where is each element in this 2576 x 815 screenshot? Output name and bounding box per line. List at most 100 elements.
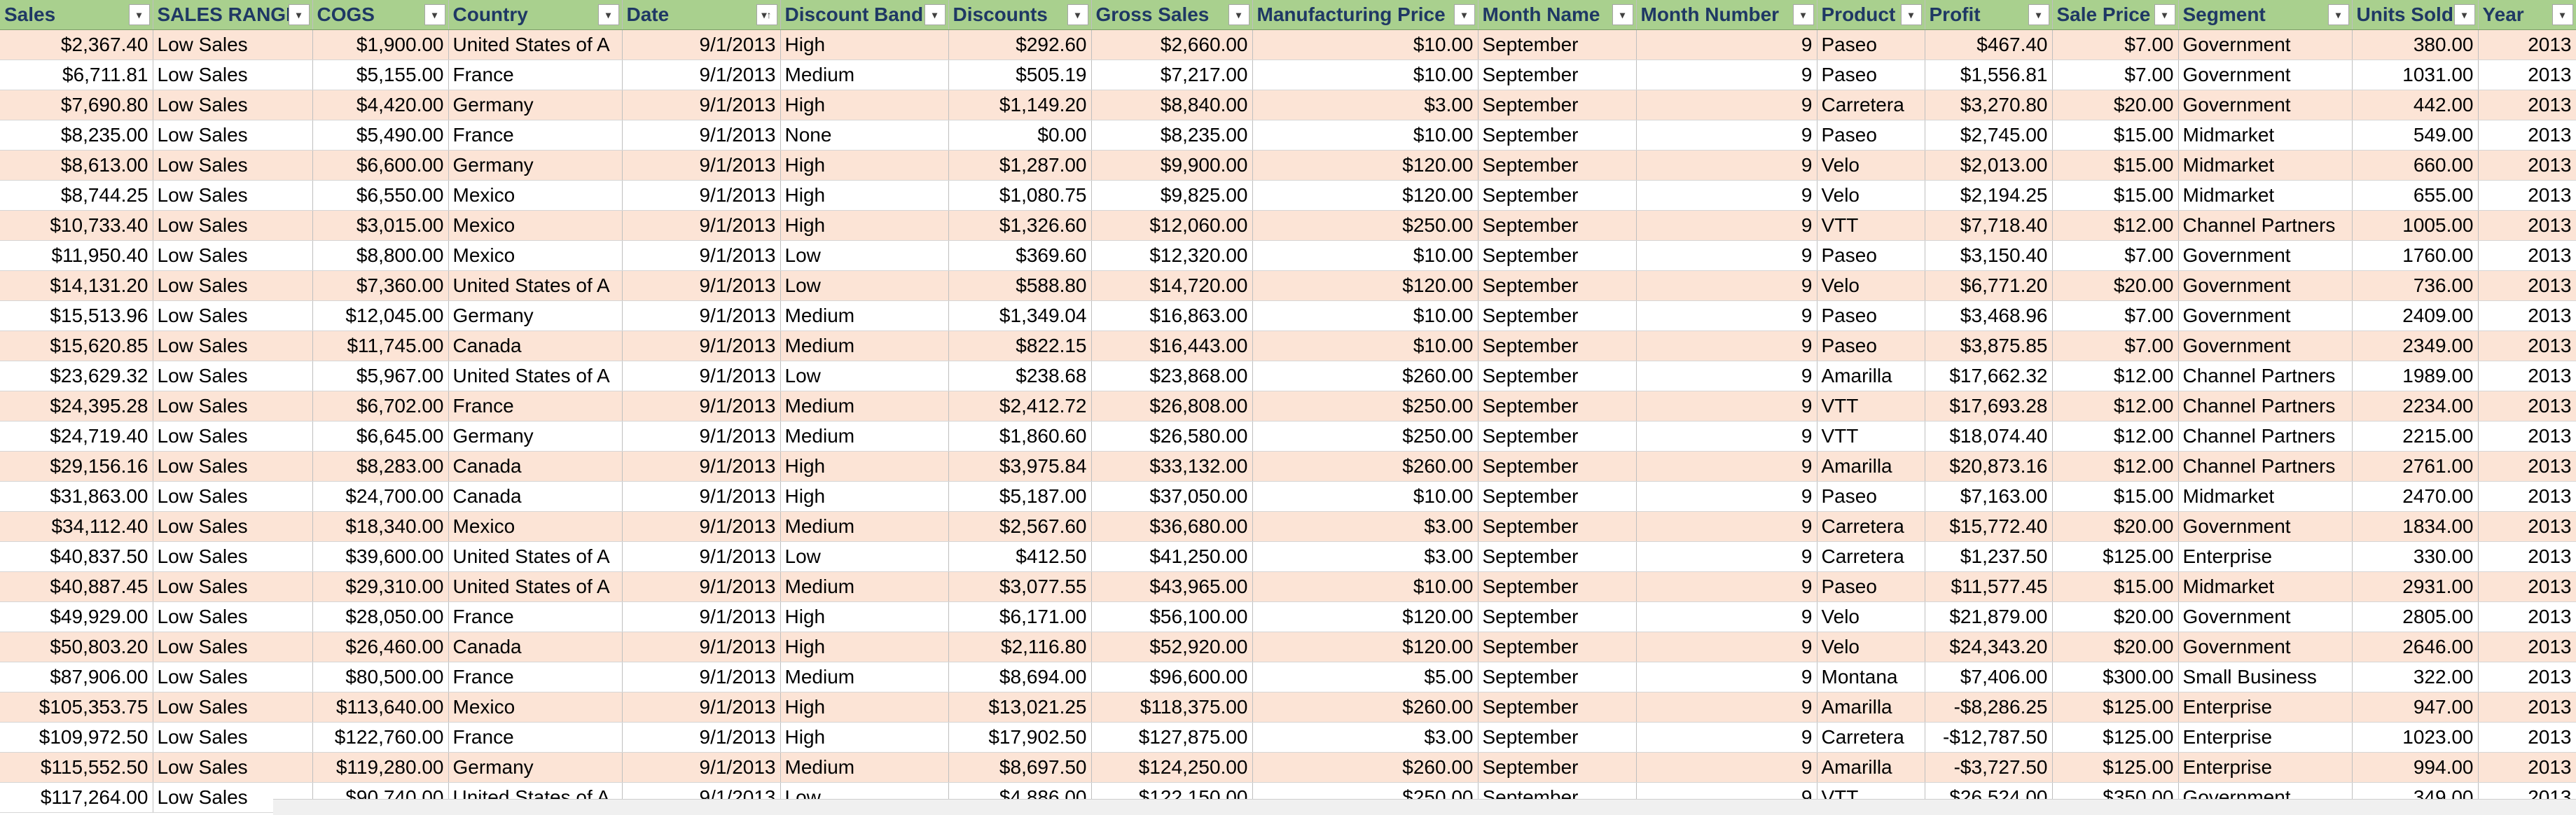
cell-year[interactable]: 2013 xyxy=(2478,330,2576,361)
cell-segment[interactable]: Enterprise xyxy=(2178,541,2353,572)
cell-month-name[interactable]: September xyxy=(1478,752,1637,783)
column-header-sales-range[interactable]: SALES RANGE ▾ xyxy=(153,0,313,30)
cell-discounts[interactable]: $13,021.25 xyxy=(948,692,1092,723)
cell-manufacturing-price[interactable]: $10.00 xyxy=(1252,240,1479,271)
cell-gross-sales[interactable]: $33,132.00 xyxy=(1091,451,1253,482)
cell-month-name[interactable]: September xyxy=(1478,150,1637,181)
cell-country[interactable]: Germany xyxy=(448,752,623,783)
cell-date[interactable]: 9/1/2013 xyxy=(622,451,781,482)
cell-product[interactable]: Amarilla xyxy=(1817,752,1925,783)
cell-units-sold[interactable]: 330.00 xyxy=(2352,541,2479,572)
cell-gross-sales[interactable]: $26,580.00 xyxy=(1091,421,1253,452)
table-row[interactable]: $14,131.20 Low Sales $7,360.00 United State… xyxy=(0,270,2576,301)
cell-units-sold[interactable]: 2761.00 xyxy=(2352,451,2479,482)
cell-units-sold[interactable]: 380.00 xyxy=(2352,29,2479,60)
cell-cogs[interactable]: $8,800.00 xyxy=(312,240,449,271)
cell-sales-range[interactable]: Low Sales xyxy=(153,632,313,662)
cell-profit[interactable]: $2,194.25 xyxy=(1925,180,2053,211)
cell-discounts[interactable]: $2,567.60 xyxy=(948,511,1092,542)
cell-sale-price[interactable]: $12.00 xyxy=(2052,451,2179,482)
cell-manufacturing-price[interactable]: $3.00 xyxy=(1252,90,1479,120)
cell-discount-band[interactable]: High xyxy=(780,451,949,482)
cell-month-number[interactable]: 9 xyxy=(1636,60,1817,90)
cell-manufacturing-price[interactable]: $260.00 xyxy=(1252,752,1479,783)
table-row[interactable]: $40,837.50 Low Sales $39,600.00 United Stat… xyxy=(0,541,2576,572)
cell-discount-band[interactable]: Medium xyxy=(780,662,949,692)
cell-units-sold[interactable]: 660.00 xyxy=(2352,150,2479,181)
cell-month-name[interactable]: September xyxy=(1478,361,1637,391)
cell-profit[interactable]: $17,693.28 xyxy=(1925,391,2053,422)
cell-discounts[interactable]: $238.68 xyxy=(948,361,1092,391)
table-row[interactable]: $10,733.40 Low Sales $3,015.00 Mexico 9/1/20… xyxy=(0,210,2576,241)
cell-units-sold[interactable]: 736.00 xyxy=(2352,270,2479,301)
cell-sales-range[interactable]: Low Sales xyxy=(153,270,313,301)
filter-dropdown-button[interactable]: ▾ xyxy=(2453,4,2475,25)
cell-date[interactable]: 9/1/2013 xyxy=(622,541,781,572)
column-header-date[interactable]: Date ▾↑ xyxy=(622,0,781,30)
column-header-product[interactable]: Product ▾ xyxy=(1817,0,1925,30)
column-header-month-number[interactable]: Month Number ▾ xyxy=(1636,0,1817,30)
cell-manufacturing-price[interactable]: $250.00 xyxy=(1252,210,1479,241)
cell-sale-price[interactable]: $12.00 xyxy=(2052,361,2179,391)
cell-month-name[interactable]: September xyxy=(1478,692,1637,723)
cell-cogs[interactable]: $5,490.00 xyxy=(312,120,449,151)
cell-profit[interactable]: $7,163.00 xyxy=(1925,481,2053,512)
table-row[interactable]: $31,863.00 Low Sales $24,700.00 Canada 9/1/2… xyxy=(0,481,2576,512)
cell-discounts[interactable]: $2,412.72 xyxy=(948,391,1092,422)
cell-profit[interactable]: $3,468.96 xyxy=(1925,300,2053,331)
cell-segment[interactable]: Midmarket xyxy=(2178,180,2353,211)
cell-sales-range[interactable]: Low Sales xyxy=(153,511,313,542)
cell-sales-range[interactable]: Low Sales xyxy=(153,421,313,452)
cell-sales[interactable]: $49,929.00 xyxy=(0,601,153,632)
cell-manufacturing-price[interactable]: $5.00 xyxy=(1252,662,1479,692)
cell-gross-sales[interactable]: $41,250.00 xyxy=(1091,541,1253,572)
cell-profit[interactable]: $3,150.40 xyxy=(1925,240,2053,271)
cell-sales-range[interactable]: Low Sales xyxy=(153,692,313,723)
cell-discount-band[interactable]: Medium xyxy=(780,571,949,602)
cell-date[interactable]: 9/1/2013 xyxy=(622,270,781,301)
cell-sales[interactable]: $87,906.00 xyxy=(0,662,153,692)
cell-units-sold[interactable]: 549.00 xyxy=(2352,120,2479,151)
cell-sales[interactable]: $29,156.16 xyxy=(0,451,153,482)
cell-year[interactable]: 2013 xyxy=(2478,361,2576,391)
column-header-country[interactable]: Country ▾ xyxy=(448,0,623,30)
cell-product[interactable]: Carretera xyxy=(1817,90,1925,120)
cell-discount-band[interactable]: Low xyxy=(780,541,949,572)
cell-manufacturing-price[interactable]: $10.00 xyxy=(1252,29,1479,60)
cell-discount-band[interactable]: High xyxy=(780,210,949,241)
cell-segment[interactable]: Government xyxy=(2178,632,2353,662)
cell-units-sold[interactable]: 1989.00 xyxy=(2352,361,2479,391)
table-row[interactable]: $23,629.32 Low Sales $5,967.00 United State… xyxy=(0,361,2576,391)
cell-year[interactable]: 2013 xyxy=(2478,752,2576,783)
cell-units-sold[interactable]: 442.00 xyxy=(2352,90,2479,120)
cell-month-name[interactable]: September xyxy=(1478,391,1637,422)
cell-manufacturing-price[interactable]: $3.00 xyxy=(1252,511,1479,542)
cell-discount-band[interactable]: High xyxy=(780,150,949,181)
cell-cogs[interactable]: $1,900.00 xyxy=(312,29,449,60)
cell-product[interactable]: Paseo xyxy=(1817,29,1925,60)
cell-sales-range[interactable]: Low Sales xyxy=(153,150,313,181)
cell-year[interactable]: 2013 xyxy=(2478,120,2576,151)
cell-sales[interactable]: $117,264.00 xyxy=(0,782,153,813)
cell-discount-band[interactable]: Medium xyxy=(780,391,949,422)
filter-dropdown-button[interactable]: ▾↑ xyxy=(756,4,777,25)
cell-product[interactable]: Velo xyxy=(1817,150,1925,181)
cell-units-sold[interactable]: 2349.00 xyxy=(2352,330,2479,361)
cell-country[interactable]: France xyxy=(448,120,623,151)
cell-profit[interactable]: $2,745.00 xyxy=(1925,120,2053,151)
cell-sales[interactable]: $24,395.28 xyxy=(0,391,153,422)
cell-sales-range[interactable]: Low Sales xyxy=(153,180,313,211)
cell-country[interactable]: France xyxy=(448,601,623,632)
cell-discounts[interactable]: $17,902.50 xyxy=(948,722,1092,753)
cell-gross-sales[interactable]: $96,600.00 xyxy=(1091,662,1253,692)
cell-month-number[interactable]: 9 xyxy=(1636,632,1817,662)
cell-sale-price[interactable]: $15.00 xyxy=(2052,150,2179,181)
cell-units-sold[interactable]: 1031.00 xyxy=(2352,60,2479,90)
cell-month-number[interactable]: 9 xyxy=(1636,240,1817,271)
cell-segment[interactable]: Channel Partners xyxy=(2178,361,2353,391)
cell-sales[interactable]: $8,744.25 xyxy=(0,180,153,211)
cell-country[interactable]: France xyxy=(448,662,623,692)
cell-country[interactable]: Germany xyxy=(448,300,623,331)
cell-month-name[interactable]: September xyxy=(1478,511,1637,542)
cell-sales-range[interactable]: Low Sales xyxy=(153,722,313,753)
